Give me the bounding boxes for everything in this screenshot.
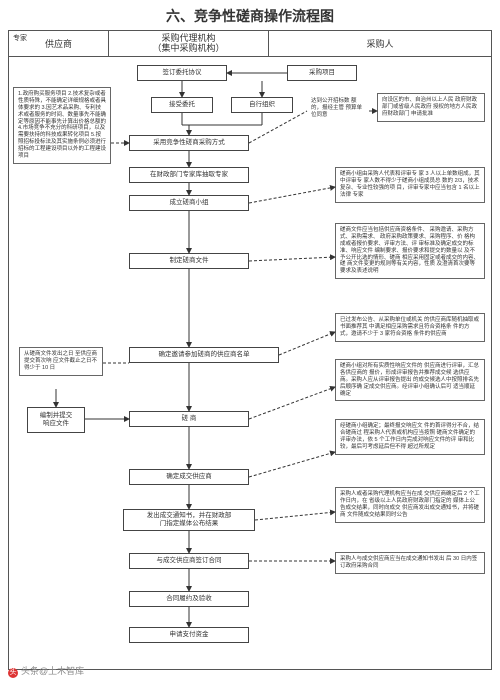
- watermark-icon: 头: [8, 668, 18, 678]
- note-left-mid: 从磋商文件发出之日 至供应商提交首次响 应文件截止之日不 得少于 10 日: [19, 347, 103, 376]
- node-confirm-vendor: 确定成交供应商: [129, 469, 249, 485]
- node-invite-list: 确定邀请参加磋商的供应商名单: [129, 347, 279, 363]
- note-right-e: 已过发布公告、从采购单位或机关 的供应商库随机抽取或书面推荐其 中满足相应采购需…: [335, 313, 485, 342]
- swimlane-header: 供应商 采购代理机构 （集中采购机构） 采购人: [9, 31, 491, 57]
- node-self-org: 自行组织: [231, 97, 293, 113]
- node-acceptance: 合同履约及验收: [129, 591, 249, 607]
- col-buyer: 采购人: [269, 31, 491, 56]
- node-negotiate: 磋 商: [129, 411, 249, 427]
- corner-label: 专家: [13, 33, 27, 43]
- watermark-text: 头条@土木智库: [21, 666, 84, 676]
- node-make-docs: 制定磋商文件: [129, 253, 249, 269]
- note-right-c: 磋商小组由采购人代表和评审专 家 3 人以上单数组成，其中评审专 家人数不得少于…: [335, 167, 485, 203]
- node-method: 采用竞争性磋商采购方式: [129, 135, 249, 151]
- node-contract: 与成交供应商签订合同: [129, 553, 249, 569]
- node-form-team: 成立磋商小组: [129, 195, 249, 211]
- node-notice: 发出成交通知书，并在财政部 门指定媒体公布结果: [123, 509, 255, 531]
- node-payment: 申请支付资金: [129, 627, 249, 643]
- note-right-f2: 经磋商小组确定；最终报交响应文 件的首评得分不合，结合磋商过 程采购人代表或机构…: [335, 419, 485, 455]
- flow-canvas: 签订委托协议 采购项目 接受委托 自行组织 采用竞争性磋商采购方式 在财政部门专…: [9, 57, 491, 667]
- page-title: 六、竞争性磋商操作流程图: [8, 6, 492, 26]
- node-submit-resp: 编制并提交 响应文件: [27, 407, 85, 433]
- node-accept: 接受委托: [151, 97, 213, 113]
- note-right-g: 采购人或者采购代理机构应当在成 交供应商确定后 2 个工作日内，在 省级以上人民…: [335, 487, 485, 523]
- node-project: 采购项目: [287, 65, 357, 81]
- col-agency: 采购代理机构 （集中采购机构）: [109, 31, 269, 56]
- note-right-d: 磋商文件应当包括供应商资格条件、 采购邀请、采购方式、采购需求、 政府采购政策要…: [335, 223, 485, 279]
- node-sign-agreement: 签订委托协议: [137, 65, 227, 81]
- note-left-top: 1.政府购买服务项目 2.技术复杂或者性质特殊，不能确定详细规格或者具体要求的 …: [13, 87, 111, 164]
- note-right-b: 向设区的市、自治州以上人民 政府财政部门或省级人民政府 授权的地方人民政府财政部…: [377, 93, 485, 122]
- node-expert-draw: 在财政部门专家库抽取专家: [129, 167, 249, 183]
- note-right-f: 磋商小组对所有实质性响应文件的 供应商进行评审，汇总各供应商的 报价，形成评审报…: [335, 359, 485, 401]
- note-right-h: 采购人与成交供应商应当在成交通知书发出 后 30 日内签订政府采购合同: [335, 552, 485, 574]
- col-agency-l2: （集中采购机构）: [152, 44, 224, 54]
- note-right-a: 达到公开招标数 额的，报经主管 预算单位同意: [307, 95, 369, 122]
- watermark: 头头条@土木智库: [8, 664, 84, 678]
- diagram-frame: 专家 供应商 采购代理机构 （集中采购机构） 采购人 签订委托协议 采购项目 接…: [8, 30, 492, 670]
